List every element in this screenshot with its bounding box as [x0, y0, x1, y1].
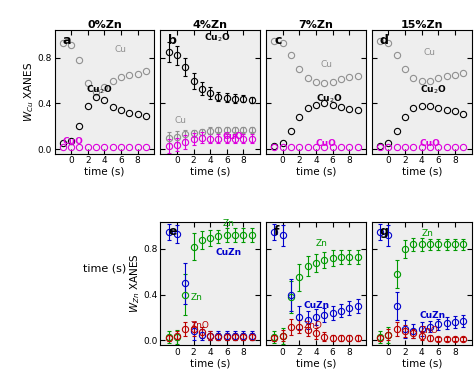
X-axis label: time (s): time (s): [190, 167, 230, 177]
X-axis label: time (s): time (s): [84, 167, 125, 177]
Text: Zn: Zn: [222, 219, 234, 229]
Text: CuO: CuO: [316, 139, 337, 148]
Text: Zn: Zn: [422, 229, 434, 238]
Text: Cu$_2$O: Cu$_2$O: [86, 83, 113, 96]
Text: Cu$_2$O: Cu$_2$O: [204, 31, 231, 44]
Title: 15%Zn: 15%Zn: [401, 20, 443, 30]
Text: e: e: [168, 225, 177, 238]
Text: Zn: Zn: [316, 239, 328, 248]
Text: g: g: [380, 225, 389, 238]
Title: 7%Zn: 7%Zn: [299, 20, 333, 30]
Text: CuO: CuO: [222, 132, 243, 141]
Text: a: a: [63, 34, 71, 47]
Text: ZnO: ZnO: [190, 321, 209, 330]
Text: Zn: Zn: [190, 293, 202, 302]
Text: Cu: Cu: [114, 45, 127, 54]
Title: 0%Zn: 0%Zn: [87, 20, 122, 30]
X-axis label: time (s): time (s): [401, 167, 442, 177]
Text: Cu$_2$O: Cu$_2$O: [316, 93, 343, 105]
Text: b: b: [168, 34, 177, 47]
Text: c: c: [274, 34, 282, 47]
Text: Cu: Cu: [424, 48, 436, 57]
Text: CuO: CuO: [63, 137, 83, 146]
Y-axis label: $W_{Zn}$ XANES: $W_{Zn}$ XANES: [128, 253, 142, 313]
Text: Cu: Cu: [174, 116, 186, 125]
X-axis label: time (s): time (s): [401, 358, 442, 368]
Text: ZnO: ZnO: [304, 321, 323, 330]
Text: d: d: [380, 34, 389, 47]
X-axis label: time (s): time (s): [296, 167, 336, 177]
Title: 4%Zn: 4%Zn: [193, 20, 228, 30]
Text: Cu: Cu: [321, 60, 333, 69]
Text: CuZn: CuZn: [420, 311, 446, 320]
X-axis label: time (s): time (s): [296, 358, 336, 368]
Text: CuZn: CuZn: [304, 301, 330, 310]
Text: ZnO: ZnO: [420, 326, 438, 335]
Y-axis label: $W_{Cu}$ XANES: $W_{Cu}$ XANES: [22, 62, 36, 122]
Text: CuZn: CuZn: [215, 248, 241, 257]
Text: time (s): time (s): [83, 263, 126, 273]
X-axis label: time (s): time (s): [190, 358, 230, 368]
Text: f: f: [274, 225, 280, 238]
Text: Cu$_2$O: Cu$_2$O: [420, 83, 447, 96]
Text: CuO: CuO: [420, 139, 441, 148]
